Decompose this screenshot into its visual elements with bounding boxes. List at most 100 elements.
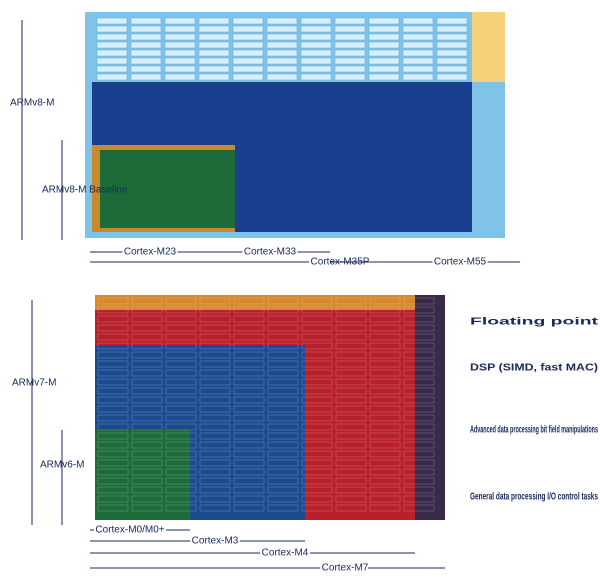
- cell: [232, 33, 264, 41]
- cell: [335, 441, 367, 449]
- cell: [131, 306, 163, 314]
- cell: [130, 49, 162, 57]
- cell: [164, 33, 196, 41]
- cell: [96, 33, 128, 41]
- cell: [232, 49, 264, 57]
- cell: [301, 468, 333, 476]
- cell: [96, 49, 128, 57]
- cell: [198, 17, 230, 25]
- cell: [165, 441, 197, 449]
- cell: [300, 49, 332, 57]
- cell: [199, 360, 231, 368]
- cell: [334, 33, 366, 41]
- cell: [165, 315, 197, 323]
- cell: [131, 315, 163, 323]
- cell: [335, 369, 367, 377]
- baseline-core: [100, 150, 235, 228]
- cell: [131, 495, 163, 503]
- cell: [131, 432, 163, 440]
- cell: [97, 378, 129, 386]
- cell: [199, 306, 231, 314]
- cell: [97, 342, 129, 350]
- cell: [165, 342, 197, 350]
- cell: [97, 468, 129, 476]
- cell: [130, 25, 162, 33]
- cell: [131, 486, 163, 494]
- cell: [199, 387, 231, 395]
- cell: [335, 486, 367, 494]
- cell: [403, 477, 435, 485]
- cell: [199, 414, 231, 422]
- cell: [97, 477, 129, 485]
- cell: [165, 297, 197, 305]
- cell: [335, 342, 367, 350]
- cell: [232, 25, 264, 33]
- cell: [403, 324, 435, 332]
- cell: [301, 486, 333, 494]
- cell: [267, 441, 299, 449]
- cell: [300, 41, 332, 49]
- cell: [165, 378, 197, 386]
- cell: [267, 504, 299, 512]
- core-label: Cortex-M33: [244, 247, 297, 258]
- cell: [335, 414, 367, 422]
- cell: [436, 41, 468, 49]
- cell: [403, 405, 435, 413]
- arch-label: ARMv7-M: [12, 378, 56, 389]
- cell: [131, 504, 163, 512]
- cell: [301, 378, 333, 386]
- cell: [131, 459, 163, 467]
- cell: [97, 441, 129, 449]
- cell: [369, 441, 401, 449]
- cell: [165, 324, 197, 332]
- cell: [300, 17, 332, 25]
- cell: [267, 369, 299, 377]
- cell: [267, 387, 299, 395]
- cell: [233, 468, 265, 476]
- cell: [335, 477, 367, 485]
- cell: [301, 477, 333, 485]
- cell: [165, 351, 197, 359]
- cell: [334, 73, 366, 81]
- cell: [335, 351, 367, 359]
- cell: [199, 441, 231, 449]
- cell: [131, 441, 163, 449]
- cell: [335, 405, 367, 413]
- cell: [233, 405, 265, 413]
- cell: [165, 333, 197, 341]
- cell: [267, 324, 299, 332]
- cell: [233, 387, 265, 395]
- cell: [334, 49, 366, 57]
- cell: [233, 450, 265, 458]
- cell: [267, 297, 299, 305]
- cell: [403, 297, 435, 305]
- cell: [267, 495, 299, 503]
- cell: [97, 423, 129, 431]
- cell: [266, 25, 298, 33]
- cell: [369, 459, 401, 467]
- cell: [131, 297, 163, 305]
- cell: [97, 297, 129, 305]
- cell: [233, 342, 265, 350]
- cell: [198, 73, 230, 81]
- cell: [369, 477, 401, 485]
- fp-column: [472, 12, 505, 82]
- cell: [199, 405, 231, 413]
- cell: [403, 387, 435, 395]
- cell: [368, 25, 400, 33]
- cell: [164, 25, 196, 33]
- cell: [369, 504, 401, 512]
- cell: [335, 306, 367, 314]
- cell: [335, 297, 367, 305]
- cell: [369, 351, 401, 359]
- feature-label: Floating point: [470, 317, 599, 328]
- cell: [369, 423, 401, 431]
- cell: [233, 504, 265, 512]
- cell: [335, 387, 367, 395]
- cell: [165, 387, 197, 395]
- cell: [301, 414, 333, 422]
- cell: [199, 495, 231, 503]
- cell: [403, 342, 435, 350]
- cell: [267, 477, 299, 485]
- cell: [403, 423, 435, 431]
